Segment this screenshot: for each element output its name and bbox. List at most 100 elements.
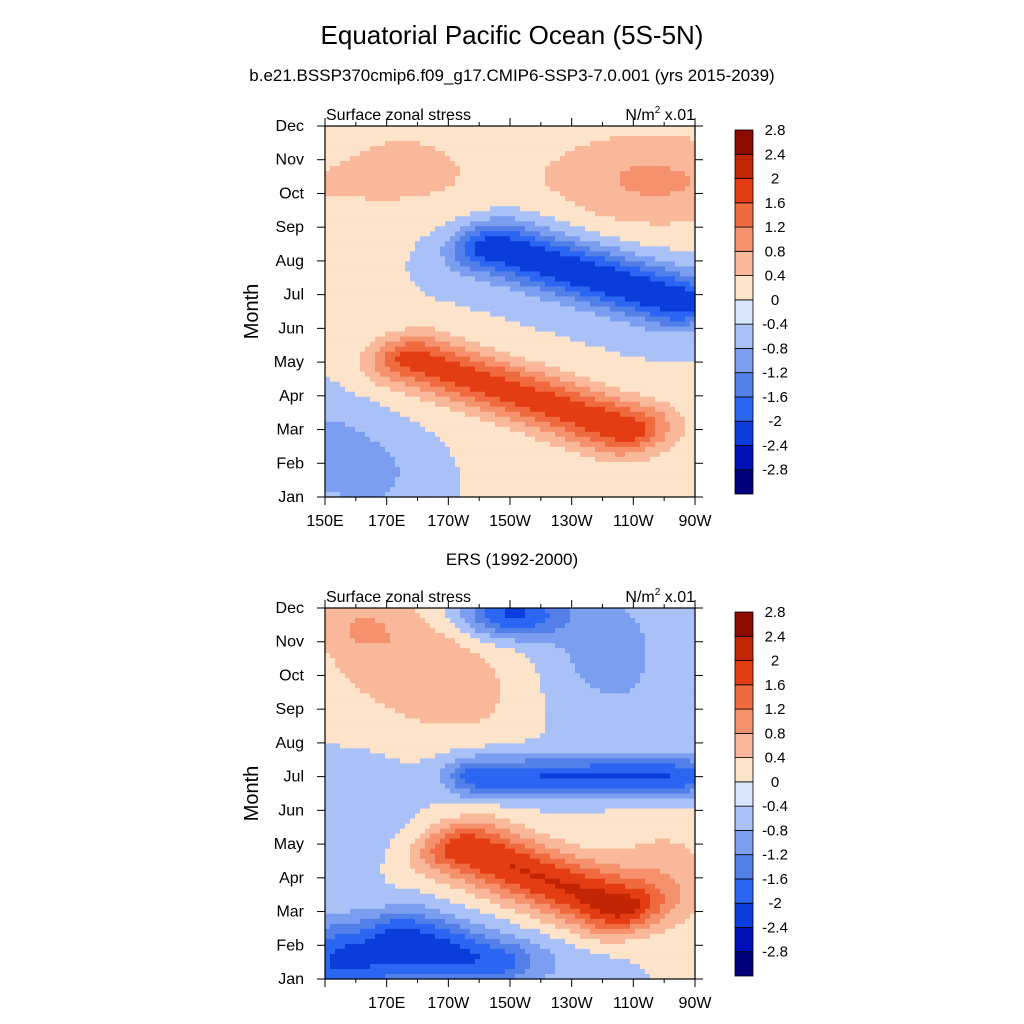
field-cell <box>445 226 451 232</box>
field-cell <box>400 421 406 428</box>
field-cell <box>385 371 391 378</box>
field-cell <box>525 246 531 252</box>
field-cell <box>370 326 376 333</box>
field-cell <box>640 266 646 272</box>
field-cell <box>455 216 461 222</box>
field-cell <box>685 326 691 333</box>
field-cell <box>340 461 346 468</box>
field-cell <box>525 386 531 393</box>
field-cell <box>580 211 586 217</box>
field-cell <box>600 286 606 293</box>
field-cell <box>335 126 341 132</box>
field-cell <box>565 201 571 207</box>
field-cell <box>670 371 676 378</box>
field-cell <box>540 126 546 132</box>
field-cell <box>345 141 351 147</box>
field-cell <box>345 161 351 167</box>
field-cell <box>680 306 686 313</box>
field-cell <box>365 341 371 348</box>
field-cell <box>505 406 511 413</box>
field-cell <box>650 146 656 152</box>
field-cell <box>580 331 586 338</box>
field-cell <box>470 426 476 433</box>
field-cell <box>420 446 426 453</box>
field-cell <box>635 161 641 167</box>
field-cell <box>645 236 651 242</box>
field-cell <box>610 216 616 222</box>
field-cell <box>610 186 616 192</box>
field-cell <box>530 126 536 132</box>
field-cell <box>490 301 496 308</box>
field-cell <box>405 431 411 438</box>
field-cell <box>410 166 416 172</box>
field-cell <box>440 326 446 333</box>
field-cell <box>375 286 381 293</box>
field-cell <box>655 396 661 403</box>
field-cell <box>455 441 461 448</box>
field-cell <box>515 286 521 293</box>
field-cell <box>520 256 526 262</box>
field-cell <box>515 161 521 167</box>
field-cell <box>610 246 616 252</box>
field-cell <box>655 256 661 262</box>
field-cell <box>425 141 431 147</box>
field-cell <box>585 146 591 152</box>
field-cell <box>355 411 361 418</box>
field-cell <box>535 391 541 398</box>
field-cell <box>490 361 496 368</box>
field-cell <box>380 321 386 328</box>
field-cell <box>650 401 656 408</box>
field-cell <box>485 306 491 313</box>
field-cell <box>325 336 331 343</box>
field-cell <box>640 326 646 333</box>
field-cell <box>585 276 591 283</box>
field-cell <box>365 436 371 443</box>
field-cell <box>385 186 391 192</box>
field-cell <box>420 326 426 333</box>
field-cell <box>540 411 546 418</box>
field-cell <box>590 271 596 277</box>
field-cell <box>390 456 396 463</box>
field-cell <box>470 446 476 453</box>
field-cell <box>585 231 591 237</box>
field-cell <box>550 291 556 298</box>
field-cell <box>665 271 671 277</box>
field-cell <box>665 376 671 383</box>
field-cell <box>690 421 696 428</box>
field-cell <box>685 181 691 187</box>
field-cell <box>610 156 616 162</box>
field-cell <box>480 321 486 328</box>
field-cell <box>535 376 541 383</box>
field-cell <box>450 226 456 232</box>
field-cell <box>325 241 331 247</box>
field-cell <box>450 211 456 217</box>
field-cell <box>570 451 576 458</box>
field-cell <box>665 316 671 323</box>
field-cell <box>640 276 646 283</box>
field-cell <box>485 371 491 378</box>
field-cell <box>565 446 571 453</box>
field-cell <box>335 346 341 353</box>
field-cell <box>420 196 426 202</box>
field-cell <box>515 281 521 288</box>
field-cell <box>640 231 646 237</box>
field-cell <box>660 236 666 242</box>
field-cell <box>435 316 441 323</box>
field-cell <box>550 206 556 212</box>
field-cell <box>440 241 446 247</box>
field-cell <box>485 156 491 162</box>
field-cell <box>640 136 646 142</box>
field-cell <box>640 336 646 343</box>
field-cell <box>590 136 596 142</box>
field-cell <box>330 381 336 388</box>
field-cell <box>655 291 661 298</box>
field-cell <box>675 126 681 132</box>
field-cell <box>535 251 541 257</box>
field-cell <box>345 261 351 267</box>
field-cell <box>470 236 476 242</box>
field-cell <box>505 181 511 187</box>
field-cell <box>560 236 566 242</box>
field-cell <box>620 161 626 167</box>
field-cell <box>375 341 381 348</box>
field-cell <box>460 161 466 167</box>
